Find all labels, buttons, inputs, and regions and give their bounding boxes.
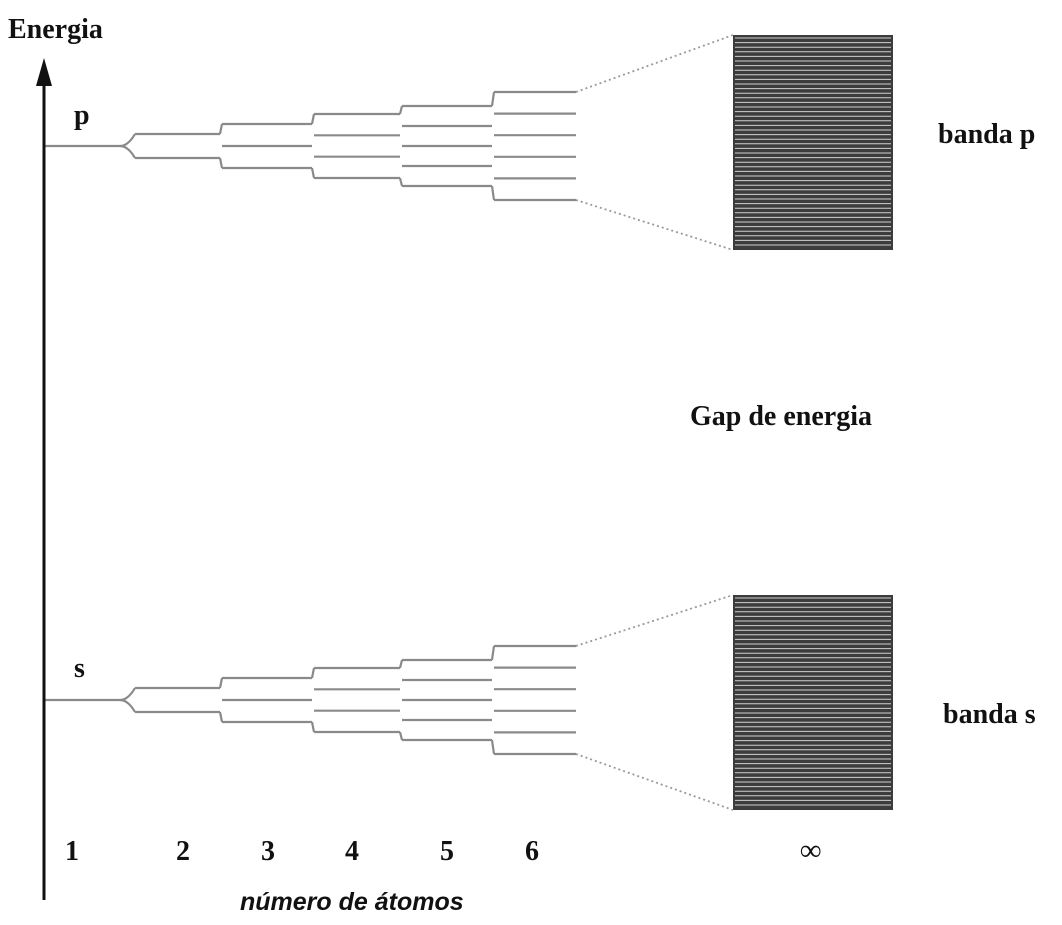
band-p-label: banda p — [938, 119, 1035, 150]
energy-axis-arrowhead — [36, 58, 52, 86]
s-step-n3-top — [310, 667, 316, 679]
p-step-n3-top — [310, 113, 316, 125]
s-step-n5-top — [490, 645, 496, 661]
energy-gap-label: Gap de energia — [690, 401, 872, 432]
s-split-n1-down — [119, 698, 136, 713]
p-step-n5-bottom — [490, 185, 496, 201]
s-step-n3-bottom — [310, 721, 316, 733]
p-split-n1-up — [119, 133, 136, 148]
p-step-n4-bottom — [398, 177, 404, 187]
atom-count-2: 2 — [176, 836, 190, 867]
p-level-label: p — [74, 100, 90, 131]
atom-count-6: 6 — [525, 836, 539, 867]
p-fan-bottom — [575, 199, 734, 251]
s-level-label: s — [74, 653, 85, 684]
s-split-n1-up — [119, 687, 136, 702]
s-step-n2-bottom — [218, 711, 224, 723]
atom-count-infinity: ∞ — [800, 834, 821, 867]
atom-count-3: 3 — [261, 836, 275, 867]
atom-count-4: 4 — [345, 836, 359, 867]
p-step-n5-top — [490, 91, 496, 107]
s-step-n4-top — [398, 659, 404, 669]
s-fan-top — [575, 594, 734, 647]
s-step-n4-bottom — [398, 731, 404, 741]
band-s-label: banda s — [943, 699, 1036, 730]
p-step-n3-bottom — [310, 167, 316, 179]
p-band — [733, 35, 893, 250]
p-step-n2-top — [218, 123, 224, 135]
atom-count-1: 1 — [65, 836, 79, 867]
s-band — [733, 595, 893, 810]
atom-count-axis-label: número de átomos — [240, 888, 464, 916]
s-step-n2-top — [218, 677, 224, 689]
p-fan-top — [575, 34, 734, 93]
energy-axis-label: Energia — [8, 14, 103, 45]
p-split-n1-down — [119, 144, 136, 159]
atom-count-5: 5 — [440, 836, 454, 867]
p-step-n4-top — [398, 105, 404, 115]
s-step-n5-bottom — [490, 739, 496, 755]
p-step-n2-bottom — [218, 157, 224, 169]
s-fan-bottom — [575, 753, 734, 811]
